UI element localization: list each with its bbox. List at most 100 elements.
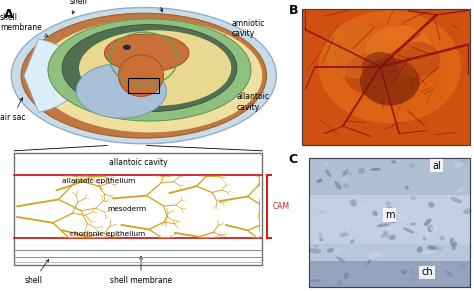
- Ellipse shape: [410, 222, 416, 226]
- Ellipse shape: [410, 276, 416, 281]
- Text: allantoic epithelium: allantoic epithelium: [62, 178, 136, 184]
- Ellipse shape: [398, 214, 407, 219]
- Ellipse shape: [62, 25, 237, 112]
- Ellipse shape: [319, 232, 323, 237]
- Circle shape: [365, 25, 433, 79]
- Ellipse shape: [36, 19, 262, 132]
- Ellipse shape: [21, 13, 266, 138]
- Ellipse shape: [389, 235, 396, 240]
- Ellipse shape: [343, 183, 349, 188]
- Ellipse shape: [339, 233, 348, 237]
- Ellipse shape: [327, 248, 334, 253]
- Text: albumen: albumen: [211, 62, 245, 71]
- Circle shape: [367, 49, 450, 114]
- Ellipse shape: [425, 230, 429, 237]
- Ellipse shape: [428, 225, 434, 232]
- Ellipse shape: [373, 211, 378, 216]
- Text: ch: ch: [421, 267, 433, 277]
- Bar: [309, 261, 470, 287]
- Ellipse shape: [118, 55, 164, 97]
- Bar: [14, 153, 262, 265]
- Ellipse shape: [388, 223, 393, 231]
- Ellipse shape: [454, 162, 464, 168]
- Text: A: A: [4, 8, 14, 21]
- Text: mesoderm: mesoderm: [107, 206, 146, 212]
- Ellipse shape: [318, 206, 324, 211]
- Ellipse shape: [463, 208, 472, 214]
- Ellipse shape: [432, 262, 438, 266]
- Ellipse shape: [342, 177, 348, 181]
- Bar: [309, 158, 470, 287]
- Circle shape: [345, 54, 397, 95]
- Ellipse shape: [310, 279, 321, 283]
- Ellipse shape: [410, 196, 416, 200]
- Ellipse shape: [350, 199, 357, 207]
- Ellipse shape: [427, 245, 438, 250]
- Ellipse shape: [404, 186, 409, 189]
- Text: m: m: [385, 210, 394, 220]
- Ellipse shape: [451, 197, 462, 203]
- Ellipse shape: [48, 19, 251, 121]
- Circle shape: [360, 58, 419, 105]
- Text: shell
membrane: shell membrane: [0, 13, 47, 36]
- Ellipse shape: [76, 63, 166, 118]
- Bar: [128, 79, 159, 93]
- Ellipse shape: [340, 269, 346, 274]
- Ellipse shape: [123, 45, 131, 50]
- Circle shape: [324, 25, 392, 79]
- Ellipse shape: [458, 160, 469, 163]
- Ellipse shape: [377, 251, 383, 256]
- Ellipse shape: [325, 169, 331, 177]
- Ellipse shape: [343, 272, 349, 279]
- Text: amniotic
cavity: amniotic cavity: [187, 19, 264, 47]
- Text: al: al: [432, 161, 441, 171]
- Text: yolk: yolk: [110, 86, 126, 95]
- Ellipse shape: [383, 230, 390, 239]
- Text: chorionic epithelium: chorionic epithelium: [70, 231, 145, 237]
- Text: allantoic cavity: allantoic cavity: [109, 158, 167, 167]
- Ellipse shape: [409, 163, 416, 168]
- Ellipse shape: [360, 204, 372, 210]
- Ellipse shape: [417, 246, 423, 253]
- Ellipse shape: [336, 280, 343, 286]
- Ellipse shape: [346, 222, 350, 228]
- Ellipse shape: [452, 241, 457, 251]
- Ellipse shape: [428, 202, 434, 207]
- Text: CAM: CAM: [272, 202, 289, 211]
- Ellipse shape: [365, 263, 368, 267]
- Ellipse shape: [401, 269, 408, 274]
- Ellipse shape: [423, 237, 426, 240]
- Ellipse shape: [370, 168, 381, 171]
- Ellipse shape: [309, 248, 321, 254]
- Ellipse shape: [314, 237, 319, 246]
- Ellipse shape: [334, 248, 342, 253]
- Ellipse shape: [340, 274, 347, 278]
- Wedge shape: [24, 39, 81, 112]
- Ellipse shape: [341, 171, 352, 175]
- Ellipse shape: [342, 169, 348, 177]
- Text: C: C: [289, 153, 298, 166]
- Ellipse shape: [391, 221, 396, 223]
- Ellipse shape: [386, 201, 391, 207]
- Ellipse shape: [11, 8, 276, 144]
- Ellipse shape: [401, 269, 406, 274]
- Text: shell membrane: shell membrane: [110, 256, 172, 285]
- Ellipse shape: [391, 160, 396, 163]
- Bar: [309, 196, 470, 244]
- Circle shape: [319, 10, 461, 123]
- Ellipse shape: [337, 257, 346, 263]
- Ellipse shape: [459, 264, 467, 268]
- Text: air sac: air sac: [0, 98, 26, 122]
- Circle shape: [334, 22, 427, 97]
- Ellipse shape: [316, 179, 323, 183]
- Text: B: B: [289, 4, 298, 17]
- Ellipse shape: [315, 238, 319, 242]
- Ellipse shape: [365, 235, 375, 239]
- Ellipse shape: [319, 210, 325, 217]
- Ellipse shape: [319, 238, 323, 241]
- Ellipse shape: [436, 246, 443, 251]
- Ellipse shape: [313, 202, 318, 206]
- Ellipse shape: [324, 162, 328, 165]
- Ellipse shape: [444, 270, 453, 277]
- Text: chorioallantoic
membrane: chorioallantoic membrane: [127, 0, 183, 12]
